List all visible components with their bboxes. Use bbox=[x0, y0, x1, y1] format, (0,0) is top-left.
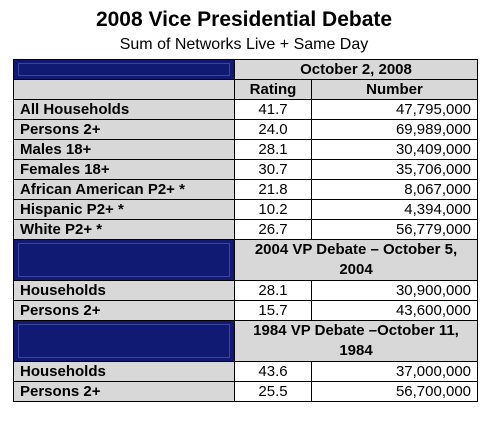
section-header-swatch bbox=[13, 239, 235, 281]
rating-cell: 21.8 bbox=[234, 179, 312, 200]
row-label: All Households bbox=[13, 99, 235, 120]
number-cell: 37,000,000 bbox=[310, 361, 479, 382]
chart-subtitle: Sum of Networks Live + Same Day bbox=[119, 36, 369, 53]
chart-title: 2008 Vice Presidential Debate bbox=[95, 8, 393, 31]
number-cell: 56,779,000 bbox=[310, 219, 479, 240]
column-header: Rating bbox=[234, 79, 312, 100]
rating-cell: 28.1 bbox=[234, 139, 312, 160]
row-label: Hispanic P2+ * bbox=[13, 199, 235, 220]
row-label: Persons 2+ bbox=[13, 119, 235, 140]
rating-cell: 43.6 bbox=[234, 361, 312, 382]
column-header-blank bbox=[13, 79, 235, 100]
table-row: Persons 2+ 24.0 69,989,000 bbox=[13, 119, 479, 140]
number-cell: 30,900,000 bbox=[310, 280, 479, 301]
number-cell: 35,706,000 bbox=[310, 159, 479, 180]
table-row: White P2+ * 26.7 56,779,000 bbox=[13, 219, 479, 240]
table-row: Persons 2+ 25.5 56,700,000 bbox=[13, 381, 479, 402]
column-header: Number bbox=[310, 79, 479, 100]
number-cell: 56,700,000 bbox=[310, 381, 479, 402]
section-header: October 2, 2008 bbox=[233, 59, 479, 80]
rating-cell: 15.7 bbox=[234, 300, 312, 321]
number-cell: 69,989,000 bbox=[310, 119, 479, 140]
row-label: African American P2+ * bbox=[13, 179, 235, 200]
table-row: African American P2+ * 21.8 8,067,000 bbox=[13, 179, 479, 200]
number-cell: 47,795,000 bbox=[310, 99, 479, 120]
row-label: Households bbox=[13, 280, 235, 301]
section-header: 2004 VP Debate – October 5, 2004 bbox=[233, 239, 479, 281]
rating-cell: 41.7 bbox=[234, 99, 312, 120]
rating-cell: 25.5 bbox=[234, 381, 312, 402]
table-row: Households 43.6 37,000,000 bbox=[13, 361, 479, 382]
row-label: Persons 2+ bbox=[13, 300, 235, 321]
section-header-swatch bbox=[13, 59, 235, 80]
rating-cell: 30.7 bbox=[234, 159, 312, 180]
number-cell: 8,067,000 bbox=[310, 179, 479, 200]
row-label: Females 18+ bbox=[13, 159, 235, 180]
table-row: Hispanic P2+ * 10.2 4,394,000 bbox=[13, 199, 479, 220]
column-header-row: Rating Number bbox=[13, 79, 479, 100]
number-cell: 30,409,000 bbox=[310, 139, 479, 160]
row-label: Persons 2+ bbox=[13, 381, 235, 402]
row-label: Males 18+ bbox=[13, 139, 235, 160]
section-header-row: October 2, 2008 bbox=[13, 59, 479, 80]
table-row: Persons 2+ 15.7 43,600,000 bbox=[13, 300, 479, 321]
section-header-row: 1984 VP Debate –October 11, 1984 bbox=[13, 320, 479, 362]
rating-cell: 10.2 bbox=[234, 199, 312, 220]
rating-cell: 24.0 bbox=[234, 119, 312, 140]
rating-cell: 26.7 bbox=[234, 219, 312, 240]
section-header: 1984 VP Debate –October 11, 1984 bbox=[233, 320, 479, 362]
number-cell: 4,394,000 bbox=[310, 199, 479, 220]
table-row: Males 18+ 28.1 30,409,000 bbox=[13, 139, 479, 160]
number-cell: 43,600,000 bbox=[310, 300, 479, 321]
ratings-table: October 2, 2008 Rating Number All Household… bbox=[13, 59, 479, 402]
table-row: All Households 41.7 47,795,000 bbox=[13, 99, 479, 120]
section-header-swatch bbox=[13, 320, 235, 362]
row-label: White P2+ * bbox=[13, 219, 235, 240]
table-row: Households 28.1 30,900,000 bbox=[13, 280, 479, 301]
table-row: Females 18+ 30.7 35,706,000 bbox=[13, 159, 479, 180]
section-header-row: 2004 VP Debate – October 5, 2004 bbox=[13, 239, 479, 281]
rating-cell: 28.1 bbox=[234, 280, 312, 301]
row-label: Households bbox=[13, 361, 235, 382]
